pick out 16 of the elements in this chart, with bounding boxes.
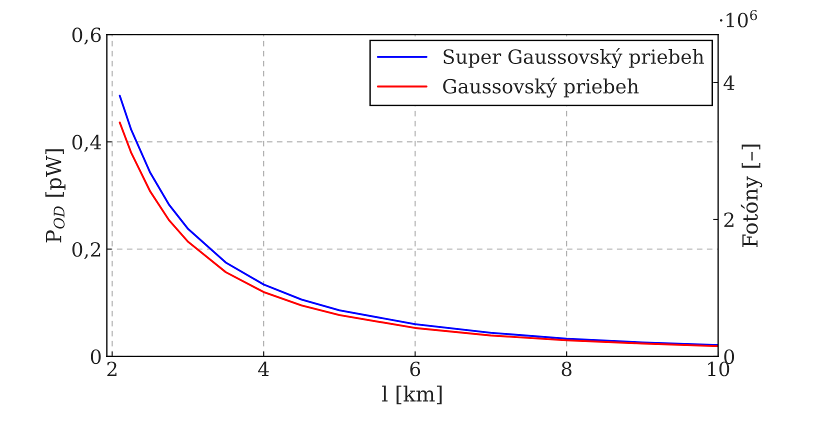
legend-label: Gaussovský priebeh (443, 78, 639, 98)
x-tick-label: 4 (258, 362, 269, 376)
legend-label: Super Gaussovský priebeh (444, 48, 704, 68)
y-tick-label: 0 (90, 349, 101, 364)
y2-axis-title: Fotóny [–] (740, 144, 762, 247)
x-axis-title: l [km] (382, 386, 442, 404)
y2-tick-label: 2 (724, 212, 734, 227)
x-tick-label: 2 (107, 362, 116, 376)
y2-tick-label: 4 (724, 75, 734, 90)
x-tick-label: 8 (562, 362, 572, 376)
y-tick-label: 0,6 (72, 28, 101, 45)
text: ·10$^{6}$ (720, 10, 758, 28)
y-tick-label: 0,2 (72, 242, 100, 260)
x-tick-label: 6 (410, 362, 420, 376)
y-axis-title: P$_{OD}$ [pW] (45, 149, 66, 242)
y-tick-label: 0,4 (72, 134, 102, 152)
